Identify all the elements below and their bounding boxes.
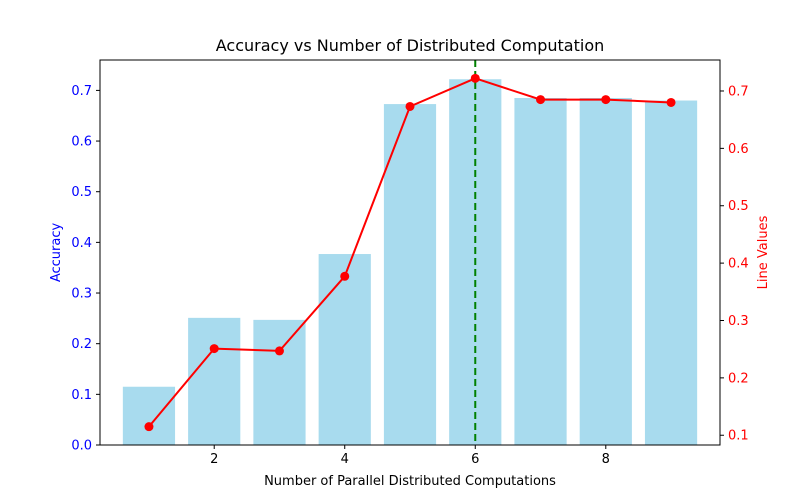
- y-right-tick-label-0.2: 0.2: [728, 371, 749, 386]
- bar-1: [122, 386, 176, 445]
- line-point-6: [470, 73, 480, 83]
- y-tick-label-0.3: 0.3: [71, 287, 92, 302]
- bar-5: [383, 104, 437, 446]
- line-point-9: [666, 97, 676, 107]
- y-right-tick-label-0.3: 0.3: [728, 314, 749, 329]
- chart-title: Accuracy vs Number of Distributed Comput…: [216, 36, 605, 55]
- line-point-8: [601, 95, 611, 105]
- y-tick-label-0.1: 0.1: [71, 388, 92, 403]
- line-point-3: [274, 346, 284, 356]
- y-axis-left: 0.0 0.1 0.2 0.3 0.4 0.5 0.6 0.7: [71, 84, 100, 454]
- y-tick-label-0: 0.0: [71, 439, 92, 454]
- bar-4: [318, 254, 371, 445]
- y-tick-label-0.2: 0.2: [71, 337, 92, 352]
- y-tick-label-0.6: 0.6: [71, 135, 92, 150]
- bar-8: [579, 97, 632, 446]
- line-series-group: [144, 73, 676, 432]
- y-right-tick-label-0.4: 0.4: [728, 257, 749, 272]
- x-axis-label: Number of Parallel Distributed Computati…: [264, 474, 556, 489]
- line-point-4: [340, 271, 350, 281]
- line-point-5: [405, 101, 415, 111]
- y-right-tick-label-0.7: 0.7: [728, 84, 749, 99]
- y-right-tick-label-0.1: 0.1: [728, 429, 749, 444]
- bar-7: [514, 97, 567, 446]
- y-tick-label-0.7: 0.7: [71, 84, 92, 99]
- y-axis-right: 0.1 0.2 0.3 0.4 0.5 0.6 0.7: [720, 84, 749, 444]
- bar-9: [644, 100, 698, 446]
- x-axis: 2 4 6 8: [210, 445, 610, 467]
- bar-2: [188, 317, 241, 445]
- x-tick-label-6: 6: [471, 452, 479, 467]
- x-tick-label-2: 2: [210, 452, 218, 467]
- x-tick-label-4: 4: [341, 452, 349, 467]
- y-tick-label-0.4: 0.4: [71, 236, 92, 251]
- y-right-tick-label-0.6: 0.6: [728, 142, 749, 157]
- line-point-7: [536, 95, 546, 105]
- y-tick-label-0.5: 0.5: [71, 185, 92, 200]
- line-point-1: [144, 422, 154, 432]
- bar-3: [253, 319, 306, 445]
- y-right-tick-label-0.5: 0.5: [728, 199, 749, 214]
- plot-frame: [99, 59, 721, 446]
- line-point-2: [209, 344, 219, 354]
- bars-group: [122, 79, 698, 446]
- x-tick-label-8: 8: [602, 452, 610, 467]
- y-axis-label: Accuracy: [49, 223, 64, 283]
- y-axis-right-label: Line Values: [756, 215, 771, 289]
